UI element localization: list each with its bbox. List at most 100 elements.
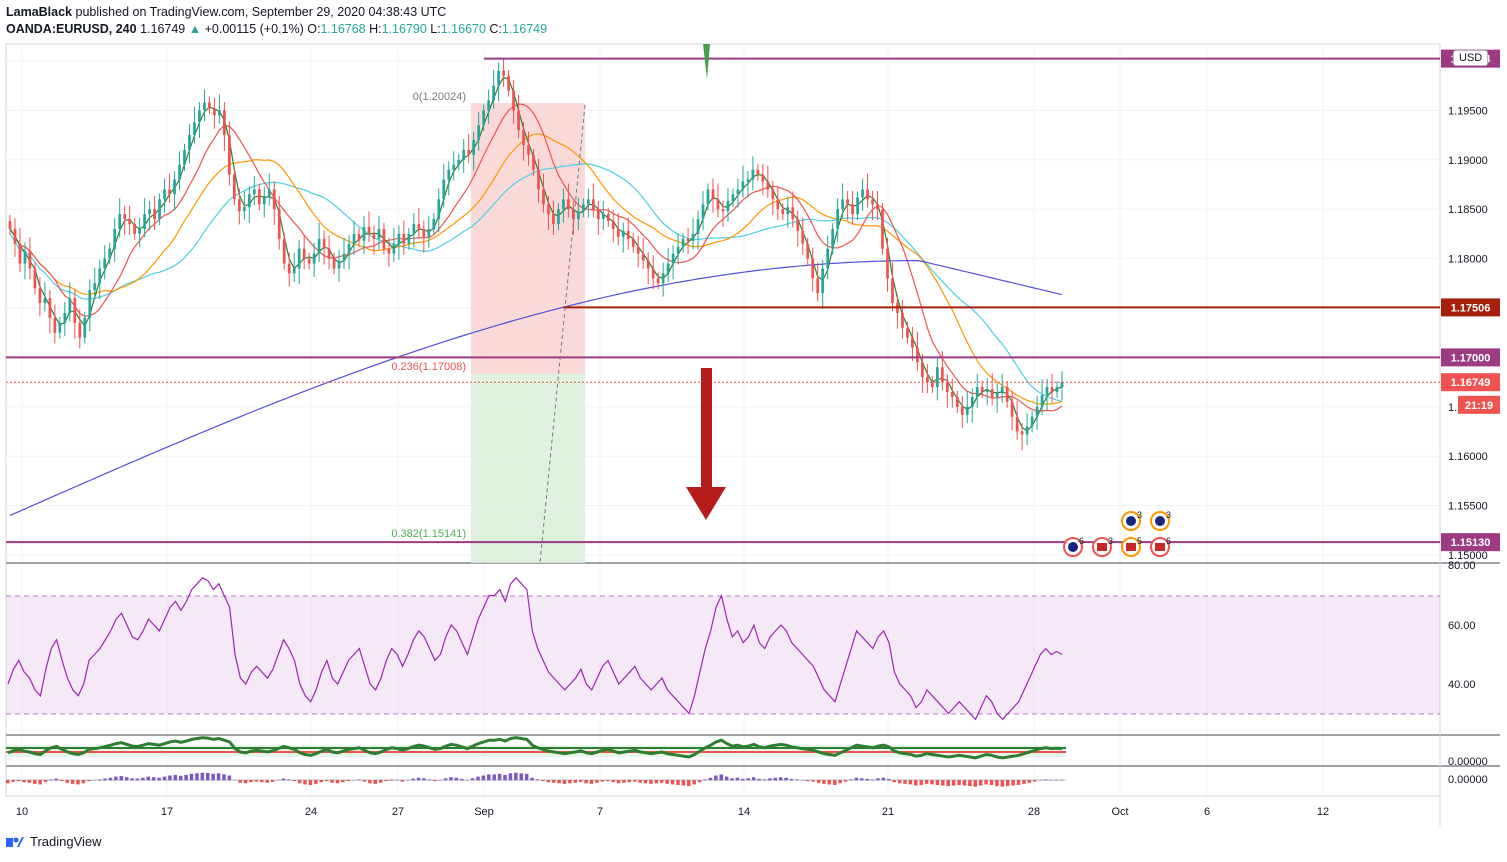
- histogram-bar: [249, 780, 253, 783]
- candle-body: [582, 204, 585, 212]
- histogram-bar: [978, 780, 983, 786]
- histogram-bar: [805, 780, 810, 782]
- histogram-bar: [968, 780, 972, 787]
- histogram-bar: [151, 777, 156, 781]
- candle-body: [856, 197, 859, 215]
- event-count: 6: [1079, 536, 1084, 546]
- brand-text: TradingView: [30, 834, 102, 849]
- candle-body: [621, 230, 625, 237]
- candle-body: [886, 248, 889, 279]
- histogram-bar: [178, 775, 183, 781]
- candle-body: [537, 169, 540, 190]
- candle-body: [198, 110, 201, 123]
- histogram-bar: [605, 780, 610, 782]
- event-icons[interactable]: 3 3 6 3 5 6: [1063, 510, 1171, 557]
- candle-body: [547, 204, 550, 215]
- candle-body: [851, 204, 854, 215]
- candle-body: [786, 207, 790, 215]
- author[interactable]: LamaBlack: [6, 5, 73, 19]
- histogram-bar: [930, 780, 934, 785]
- candle-body: [432, 219, 436, 229]
- currency-button[interactable]: USD: [1453, 50, 1489, 66]
- histogram-bar: [460, 778, 464, 781]
- histogram-bar: [924, 780, 929, 784]
- symbol[interactable]: OANDA:EURUSD, 240: [6, 22, 137, 36]
- candle-body: [362, 226, 366, 241]
- candle-body: [646, 260, 650, 269]
- histogram-bar: [33, 780, 37, 784]
- histogram-bar: [476, 776, 480, 781]
- histogram-bar: [746, 778, 751, 781]
- candle-body: [945, 382, 949, 392]
- histogram-bar: [811, 780, 815, 782]
- candle-body: [88, 290, 92, 318]
- candle-body: [706, 189, 710, 205]
- histogram-bar: [751, 777, 756, 781]
- ohlc-open: 1.16768: [320, 22, 366, 36]
- histogram-bar: [162, 776, 167, 781]
- candle-body: [143, 214, 146, 229]
- histogram-bar: [200, 772, 205, 781]
- candle-body: [831, 228, 835, 249]
- candle-body: [482, 110, 486, 126]
- candle-body: [213, 108, 216, 116]
- ma-red-line: [9, 103, 1063, 412]
- histogram-bar: [384, 780, 388, 782]
- candle-body: [771, 189, 775, 200]
- candle-body: [43, 298, 47, 304]
- candle-body: [242, 207, 246, 212]
- histogram-bar: [887, 778, 891, 781]
- candle-body: [796, 219, 800, 231]
- histogram-bar: [416, 777, 421, 781]
- histogram-bar: [832, 780, 837, 785]
- candle-body: [626, 230, 630, 239]
- price-tick: 1.15500: [1448, 501, 1488, 513]
- candle-body: [13, 228, 17, 244]
- histogram-bar: [308, 780, 313, 785]
- time-tick: 27: [392, 806, 404, 818]
- histogram-bar: [119, 776, 124, 781]
- histogram-bar: [616, 780, 621, 784]
- rsi-tick-60: 60.00: [1448, 620, 1476, 632]
- us-flag-icon: [1126, 543, 1136, 551]
- histogram-bar: [503, 774, 507, 781]
- price-tag-label: 1.17000: [1451, 352, 1491, 364]
- candle-body: [18, 243, 22, 264]
- histogram-bar: [81, 780, 86, 784]
- candle-body: [312, 253, 316, 264]
- candle-body: [557, 209, 560, 225]
- candle-body: [63, 312, 67, 323]
- histogram-bar: [892, 780, 896, 783]
- candle-body: [28, 250, 32, 269]
- histogram-bar: [254, 780, 259, 782]
- osc-line: [7, 736, 1063, 760]
- candle-body: [926, 377, 929, 383]
- candle-body: [387, 248, 391, 254]
- candle-body: [1045, 387, 1049, 395]
- candle-body: [372, 233, 376, 239]
- candle-body: [975, 387, 979, 397]
- histogram-bar: [546, 780, 551, 783]
- footer-brand[interactable]: TradingView: [6, 834, 102, 849]
- eu-flag-icon: [1155, 516, 1165, 526]
- rsi-tick-40: 40.00: [1448, 679, 1476, 691]
- histogram-bar: [70, 780, 75, 784]
- histogram-bar: [330, 780, 334, 783]
- candle-body: [676, 246, 680, 254]
- histogram-bar: [189, 773, 194, 781]
- histogram-bar: [573, 780, 578, 783]
- candle-body: [223, 110, 226, 136]
- candle-body: [572, 209, 575, 220]
- time-axis[interactable]: 10 17 24 27 Sep 7 14 21 28 Oct 6 12: [16, 806, 1329, 818]
- short-risk-zone: [471, 103, 585, 374]
- candle-body: [955, 396, 959, 407]
- candle-body: [821, 268, 825, 294]
- candle-body: [656, 278, 660, 284]
- candle-body: [726, 201, 730, 212]
- histogram-bar: [265, 780, 269, 783]
- candle-body: [58, 322, 62, 333]
- candle-body: [287, 263, 291, 274]
- histogram-bar: [638, 780, 642, 783]
- candle-body: [916, 347, 919, 363]
